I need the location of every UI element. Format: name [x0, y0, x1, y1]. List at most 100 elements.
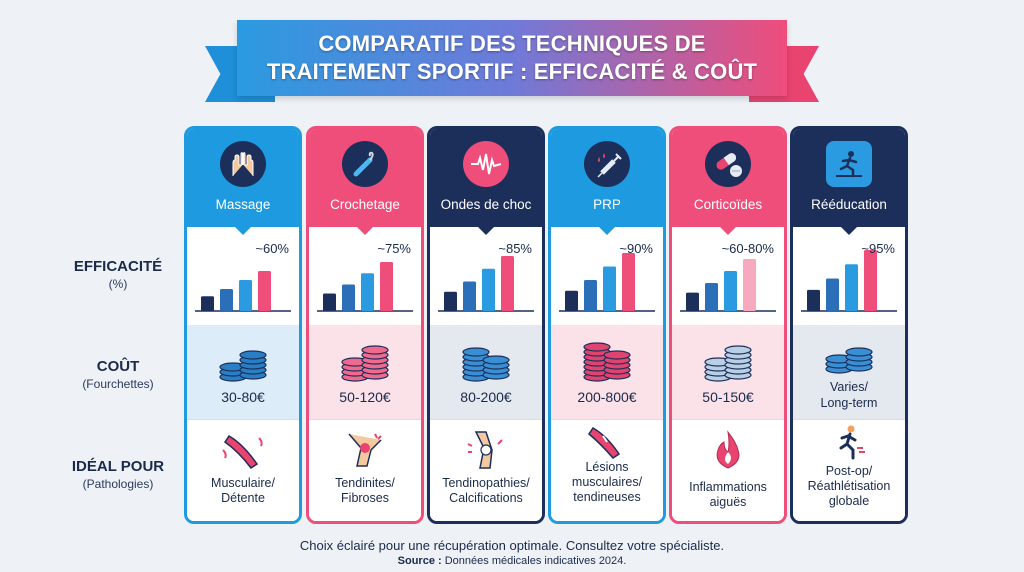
coins-icon	[583, 342, 631, 382]
column-header: Crochetage	[309, 129, 421, 227]
column-crochetage: Crochetage ~75% 50-120€ Tendinites/ Fibr…	[306, 126, 424, 524]
cost-value: 200-800€	[577, 389, 637, 405]
pills-icon	[705, 141, 751, 187]
efficacy-value: ~75%	[377, 241, 411, 256]
ideal-line: aiguës	[709, 495, 747, 509]
row-label-cout-main: COÛT	[96, 358, 140, 375]
cost-value: 30-80€	[221, 389, 265, 405]
ideal-cell: Post-op/ Réathlétisation globale	[793, 419, 905, 521]
ideal-line: Réathlétisation	[807, 479, 891, 493]
hook-tool-icon	[342, 141, 388, 187]
column-title: PRP	[593, 197, 621, 212]
syringe-icon	[584, 141, 630, 187]
ideal-line: Tendinites/	[335, 476, 395, 490]
column-reeducation: Rééducation ~95% Varies/ Long-term Post-…	[790, 126, 908, 524]
column-title: Rééducation	[811, 197, 887, 212]
efficacy-bar-highlight	[743, 259, 756, 311]
notch	[356, 226, 374, 235]
title-line-1: COMPARATIF DES TECHNIQUES DE	[318, 31, 706, 56]
ideal-line: musculaires/	[571, 475, 643, 489]
efficacy-bar	[686, 292, 699, 311]
efficacy-bar-highlight	[864, 250, 877, 311]
efficacy-bar	[826, 278, 839, 311]
efficacy-cell: ~85%	[430, 226, 542, 325]
efficacy-bar	[603, 266, 616, 311]
ideal-text: Inflammations aiguës	[674, 480, 782, 510]
ideal-cell: Musculaire/ Détente	[187, 419, 299, 521]
column-ondes-de-choc: Ondes de choc ~85% 80-200€ Tendinopathie…	[427, 126, 545, 524]
column-title: Ondes de choc	[440, 197, 532, 212]
ideal-line: Détente	[221, 491, 265, 505]
notch	[719, 226, 737, 235]
efficacy-cell: ~75%	[309, 226, 421, 325]
coins-icon	[825, 347, 873, 374]
cost-line: Varies/	[830, 380, 868, 394]
walking-person-icon	[839, 425, 865, 460]
ideal-text: Tendinites/ Fibroses	[311, 476, 419, 506]
column-title: Massage	[215, 197, 271, 212]
ideal-text: Tendinopathies/ Calcifications	[432, 476, 540, 506]
efficacy-value: ~60%	[255, 241, 289, 256]
efficacy-bar-chart	[801, 250, 897, 312]
row-label-efficacite-sub: (%)	[108, 277, 128, 291]
ideal-line: Tendinopathies/	[442, 476, 530, 490]
ideal-line: globale	[828, 494, 870, 508]
flame-icon	[716, 430, 740, 469]
ideal-line: Fibroses	[341, 491, 389, 505]
cost-cell: 30-80€	[187, 325, 299, 419]
efficacy-value: ~60-80%	[721, 241, 774, 256]
row-label-cout: COÛT (Fourchettes)	[58, 358, 178, 391]
title-line-2: TRAITEMENT SPORTIF : EFFICACITÉ & COÛT	[266, 59, 758, 84]
efficacy-cell: ~60%	[187, 226, 299, 325]
source-label: Source :	[397, 555, 442, 567]
efficacy-bar-highlight	[501, 256, 514, 311]
row-label-ideal-sub: (Pathologies)	[82, 477, 154, 491]
cost-cell: 80-200€	[430, 325, 542, 419]
ideal-text: Musculaire/ Détente	[189, 476, 297, 506]
ideal-line: Lésions	[585, 460, 629, 474]
efficacy-bar-chart	[317, 262, 413, 312]
column-header: Massage	[187, 129, 299, 227]
efficacy-bar-chart	[559, 253, 655, 312]
column-header: PRP	[551, 129, 663, 227]
cost-cell: 50-150€	[672, 325, 784, 419]
ideal-text: Lésions musculaires/ tendineuses	[553, 460, 661, 505]
hands-icon	[220, 141, 266, 187]
column-title: Corticoïdes	[693, 197, 763, 212]
source-text: Données médicales indicatives 2024.	[444, 555, 627, 567]
efficacy-bar	[444, 291, 457, 311]
efficacy-bar	[201, 296, 214, 311]
ideal-cell: Lésions musculaires/ tendineuses	[551, 419, 663, 521]
efficacy-bar	[584, 280, 597, 311]
efficacy-bar	[463, 281, 476, 311]
efficacy-bar	[845, 264, 858, 311]
exercise-icon	[826, 141, 872, 187]
efficacy-bar-chart	[438, 256, 534, 312]
cost-cell: Varies/ Long-term	[793, 325, 905, 419]
notch	[234, 226, 252, 235]
efficacy-bar	[565, 290, 578, 311]
notch	[477, 226, 495, 235]
column-title: Crochetage	[330, 197, 400, 212]
title-ribbon: COMPARATIF DES TECHNIQUES DE TRAITEMENT …	[205, 20, 819, 108]
ideal-text: Post-op/ Réathlétisation globale	[795, 464, 903, 509]
ideal-line: Musculaire/	[211, 476, 275, 490]
efficacy-cell: ~95%	[793, 226, 905, 325]
efficacy-bar-highlight	[380, 262, 393, 311]
muscle-icon	[222, 435, 263, 470]
column-header: Rééducation	[793, 129, 905, 227]
efficacy-cell: ~60-80%	[672, 226, 784, 325]
efficacy-value: ~90%	[619, 241, 653, 256]
ideal-cell: Tendinopathies/ Calcifications	[430, 419, 542, 521]
cost-value: 50-150€	[702, 389, 754, 405]
efficacy-bar-highlight	[622, 253, 635, 311]
efficacy-bar	[807, 289, 820, 311]
cost-cell: 200-800€	[551, 325, 663, 419]
coins-icon	[704, 345, 752, 382]
column-corticoides: Corticoïdes ~60-80% 50-150€ Inflammation…	[669, 126, 787, 524]
column-header: Corticoïdes	[672, 129, 784, 227]
coins-icon	[462, 347, 510, 382]
tendon-icon	[348, 433, 382, 467]
efficacy-bar	[361, 273, 374, 311]
efficacy-bar	[342, 284, 355, 311]
